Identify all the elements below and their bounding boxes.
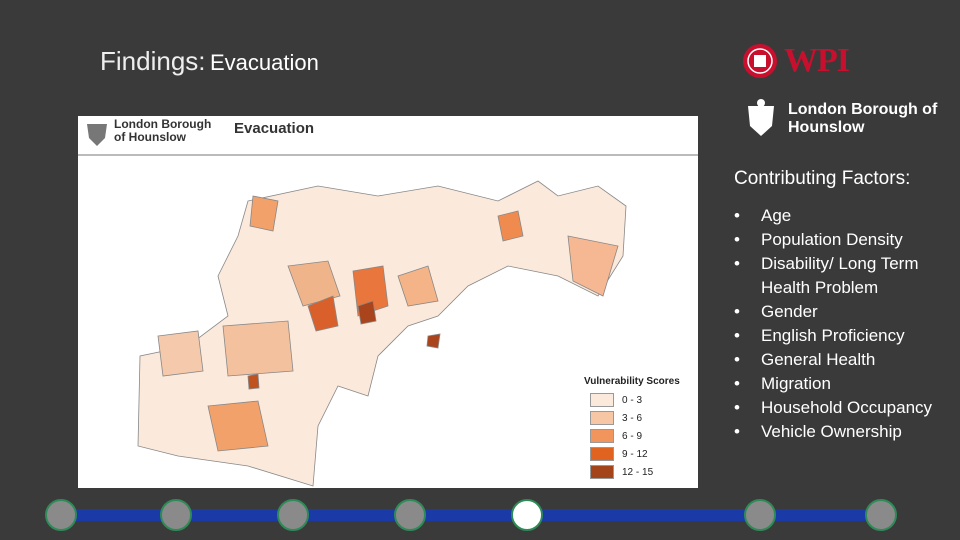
factor-item: English Proficiency — [734, 324, 936, 348]
wpi-logo: WPI — [742, 42, 850, 80]
title-prefix: Findings: — [100, 46, 206, 76]
map-image: London Borough of Hounslow Evacuation — [78, 116, 698, 488]
map-header: London Borough of Hounslow Evacuation — [78, 116, 698, 156]
map-drawing — [137, 180, 627, 487]
legend-item: 9 - 12 — [584, 445, 680, 463]
legend-swatch — [590, 447, 614, 461]
legend-title: Vulnerability Scores — [584, 376, 680, 387]
factor-item: Migration — [734, 372, 936, 396]
factor-item: Disability/ Long Term Health Problem — [734, 252, 936, 300]
legend-swatch — [590, 465, 614, 479]
factor-item: General Health — [734, 348, 936, 372]
slide-title: Findings: Evacuation — [100, 46, 319, 77]
legend-label: 6 - 9 — [622, 430, 643, 442]
map-header-org: London Borough of Hounslow — [114, 117, 212, 144]
progress-steps — [45, 499, 897, 531]
factors-heading: Contributing Factors: — [734, 168, 911, 189]
map-crest — [87, 124, 107, 146]
factors-panel: Contributing Factors: AgePopulation Dens… — [734, 168, 954, 444]
progress-track — [60, 509, 882, 521]
legend-item: 6 - 9 — [584, 427, 680, 445]
legend-item: 12 - 15 — [584, 463, 680, 481]
legend-label: 9 - 12 — [622, 448, 648, 460]
wpi-text: WPI — [784, 42, 850, 79]
title-topic: Evacuation — [209, 50, 319, 75]
factor-item: Gender — [734, 300, 936, 324]
legend-label: 3 - 6 — [622, 412, 643, 424]
council-logo: London Borough of Hounslow — [740, 98, 938, 140]
legend-label: 0 - 3 — [622, 394, 643, 406]
progress-bar — [45, 499, 897, 531]
factor-item: Household Occupancy — [734, 396, 936, 420]
council-name: London Borough of Hounslow — [788, 101, 938, 136]
factor-list: AgePopulation DensityDisability/ Long Te… — [734, 204, 954, 444]
factor-item: Population Density — [734, 228, 936, 252]
map-legend: Vulnerability Scores 0 - 3 3 - 6 6 - 9 9 - … — [584, 376, 680, 481]
map-header-title: Evacuation — [234, 120, 315, 137]
legend-swatch — [590, 429, 614, 443]
legend-label: 12 - 15 — [622, 466, 654, 478]
factor-item: Age — [734, 204, 936, 228]
legend-swatch — [590, 411, 614, 425]
legend-item: 3 - 6 — [584, 409, 680, 427]
wpi-seal — [743, 44, 777, 78]
legend-swatch — [590, 393, 614, 407]
legend-item: 0 - 3 — [584, 391, 680, 409]
council-crest — [748, 99, 774, 136]
factor-item: Vehicle Ownership — [734, 420, 936, 444]
